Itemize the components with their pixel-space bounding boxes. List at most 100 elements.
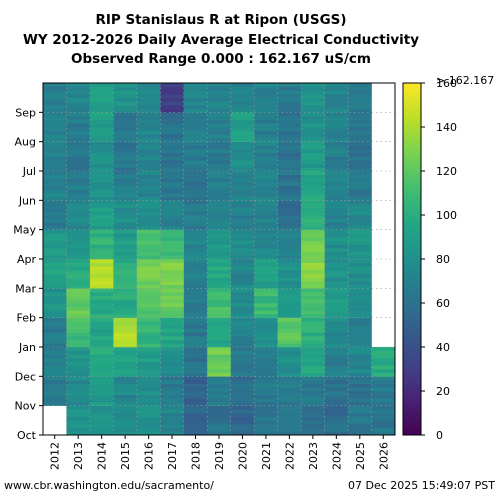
heatmap-cell xyxy=(89,372,114,377)
heatmap-cell xyxy=(43,372,67,377)
heatmap-cell xyxy=(136,332,161,337)
heatmap-cell xyxy=(136,391,161,395)
heatmap-cell xyxy=(301,207,325,212)
heatmap-cell xyxy=(183,178,208,183)
heatmap-cell xyxy=(89,105,114,109)
heatmap-cell xyxy=(160,270,185,274)
heatmap-cell xyxy=(66,270,91,274)
heatmap-cell xyxy=(207,193,232,197)
heatmap-cell xyxy=(348,328,372,333)
heatmap-cell xyxy=(160,182,185,186)
heatmap-cell xyxy=(207,185,232,190)
heatmap-cell xyxy=(324,321,349,326)
heatmap-cell xyxy=(230,160,255,164)
heatmap-cell xyxy=(113,163,138,168)
heatmap-cell xyxy=(301,321,325,326)
heatmap-cell xyxy=(136,130,161,135)
heatmap-cell xyxy=(160,361,185,366)
heatmap-cell xyxy=(43,97,67,102)
heatmap-cell xyxy=(230,376,255,381)
heatmap-cell xyxy=(183,105,208,109)
heatmap-cell xyxy=(160,310,185,315)
x-tick-label: 2025 xyxy=(354,442,367,470)
heatmap-cell xyxy=(254,200,278,205)
heatmap-cell xyxy=(277,321,302,326)
heatmap-cell xyxy=(113,398,138,403)
heatmap-cell xyxy=(371,409,396,414)
heatmap-cell xyxy=(277,284,302,289)
heatmap-cell xyxy=(160,174,185,179)
heatmap-cell xyxy=(113,409,138,414)
heatmap-cell xyxy=(160,295,185,300)
heatmap-cell xyxy=(66,354,91,359)
heatmap-cell xyxy=(113,229,138,234)
heatmap-cell xyxy=(324,193,349,197)
heatmap-cell xyxy=(254,266,278,271)
heatmap-cell xyxy=(254,90,278,95)
heatmap-cell xyxy=(43,116,67,120)
heatmap-cell xyxy=(301,130,325,135)
heatmap-cell xyxy=(277,259,302,263)
heatmap-cell xyxy=(113,138,138,142)
heatmap-cell xyxy=(66,259,91,263)
heatmap-cell xyxy=(136,163,161,168)
heatmap-cell xyxy=(183,361,208,366)
heatmap-cell xyxy=(207,387,232,392)
heatmap-cell xyxy=(348,134,372,139)
heatmap-cell xyxy=(66,314,91,318)
heatmap-cell xyxy=(277,255,302,260)
heatmap-cell xyxy=(371,350,396,355)
heatmap-cell xyxy=(89,174,114,179)
heatmap-cell xyxy=(136,86,161,91)
heatmap-cell xyxy=(230,292,255,296)
heatmap-cell xyxy=(89,383,114,388)
heatmap-cell xyxy=(230,215,255,219)
y-tick-label: Jun xyxy=(18,194,36,207)
heatmap-cell xyxy=(254,405,278,410)
heatmap-cell xyxy=(89,270,114,274)
heatmap-cell xyxy=(371,427,396,432)
heatmap-cell xyxy=(136,226,161,230)
heatmap-cell xyxy=(207,270,232,274)
heatmap-cell xyxy=(89,152,114,157)
y-tick-label: May xyxy=(13,224,36,237)
heatmap-cell xyxy=(136,182,161,186)
heatmap-cell xyxy=(254,229,278,234)
heatmap-cell xyxy=(113,365,138,370)
heatmap-cell xyxy=(113,277,138,282)
title-line-2: WY 2012-2026 Daily Average Electrical Co… xyxy=(23,32,419,48)
heatmap-cell xyxy=(183,130,208,135)
heatmap-cell xyxy=(183,112,208,117)
heatmap-cell xyxy=(160,325,185,329)
heatmap-cell xyxy=(207,365,232,370)
heatmap-cell xyxy=(254,222,278,227)
heatmap-cell xyxy=(277,138,302,142)
heatmap-cell xyxy=(89,255,114,260)
heatmap-cell xyxy=(207,233,232,238)
heatmap-cell xyxy=(277,427,302,432)
heatmap-cell xyxy=(183,284,208,289)
heatmap-cell xyxy=(230,380,255,384)
heatmap-cell xyxy=(277,97,302,102)
heatmap-cell xyxy=(277,94,302,98)
heatmap-cell xyxy=(136,347,161,351)
heatmap-cell xyxy=(183,398,208,403)
heatmap-cell xyxy=(136,273,161,278)
heatmap-cell xyxy=(277,163,302,168)
heatmap-cell xyxy=(113,134,138,139)
heatmap-cell xyxy=(89,424,114,428)
heatmap-cell xyxy=(301,229,325,234)
heatmap-cell xyxy=(89,317,114,322)
heatmap-cell xyxy=(277,200,302,205)
heatmap-cell xyxy=(160,273,185,278)
heatmap-cell xyxy=(348,361,372,366)
heatmap-cell xyxy=(348,288,372,293)
heatmap-cell xyxy=(230,105,255,109)
heatmap-cell xyxy=(371,420,396,425)
heatmap-cell xyxy=(136,317,161,322)
heatmap-cell xyxy=(301,211,325,216)
heatmap-cell xyxy=(89,288,114,293)
heatmap-cell xyxy=(324,218,349,223)
heatmap-cell xyxy=(89,343,114,348)
heatmap-cell xyxy=(183,200,208,205)
